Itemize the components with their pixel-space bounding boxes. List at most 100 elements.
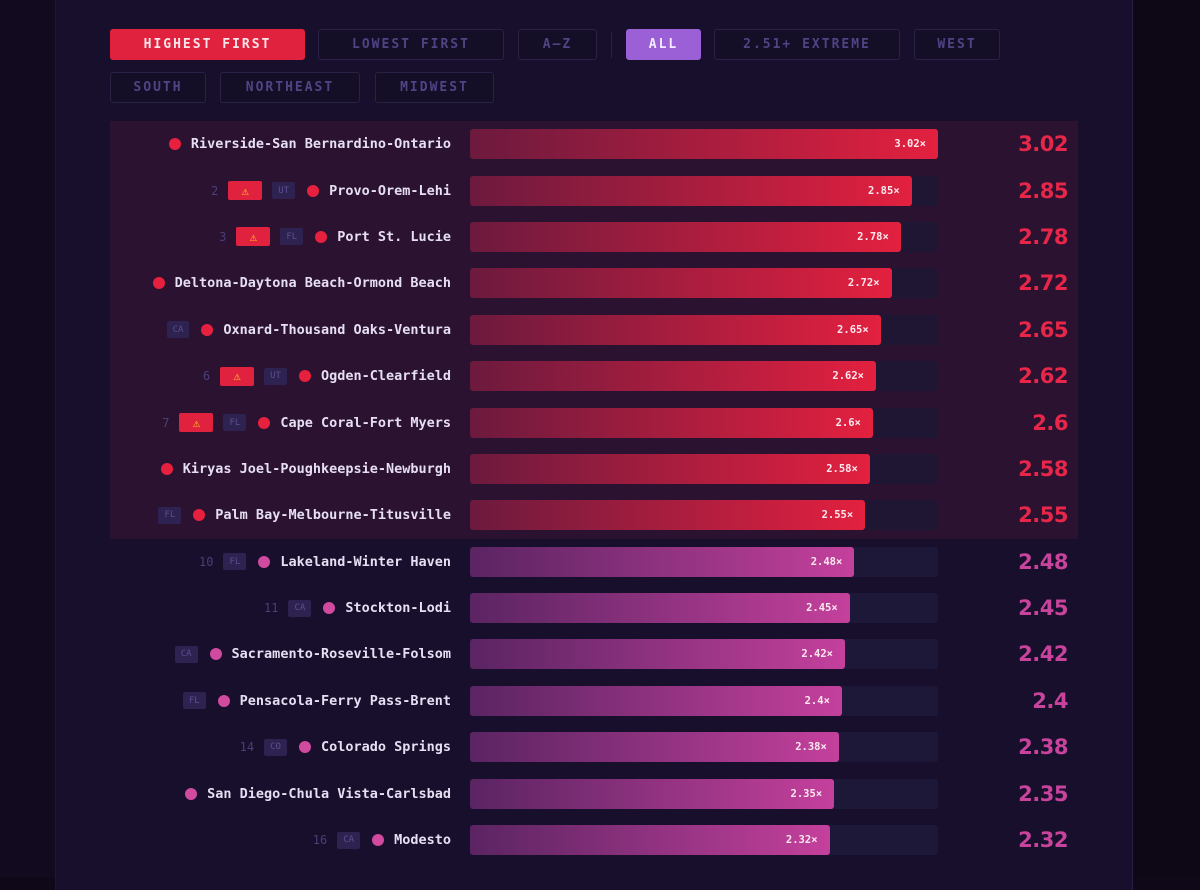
filter-south-button[interactable]: SOUTH — [110, 72, 206, 103]
metro-row[interactable]: CA Sacramento-Roseville-Folsom 2.42× 2.42 — [110, 631, 1078, 677]
bar-label: 3.02× — [894, 138, 926, 151]
bar-label: 2.58× — [826, 462, 858, 475]
sort-highest-first-button[interactable]: HIGHEST FIRST — [110, 29, 305, 60]
tier-dot-icon — [160, 462, 173, 475]
state-badge: CA — [166, 321, 190, 339]
tier-dot-icon — [217, 694, 230, 707]
page-margin — [0, 0, 55, 877]
metro-row[interactable]: FL Palm Bay-Melbourne-Titusville 2.55× 2.55 — [110, 492, 1078, 539]
sort-lowest-first-button[interactable]: LOWEST FIRST — [318, 29, 504, 60]
state-badge: CA — [288, 599, 312, 617]
metro-row[interactable]: San Diego-Chula Vista-Carlsbad 2.35× 2.35 — [110, 770, 1078, 816]
state-badge: CO — [264, 738, 287, 756]
value-text: 2.45 — [1018, 596, 1068, 621]
bar-label: 2.6× — [835, 416, 861, 429]
state-badge: FL — [182, 692, 206, 710]
state-badge: FL — [280, 228, 304, 246]
tier-dot-icon — [185, 787, 198, 800]
metro-label-cell: 2 ⚠ UT Provo-Orem-Lehi — [110, 181, 455, 201]
filter-extreme-button[interactable]: 2.51+ EXTREME — [714, 29, 900, 60]
filter-midwest-button[interactable]: MIDWEST — [375, 72, 494, 103]
metro-row[interactable]: 14 CO Colorado Springs 2.38× 2.38 — [110, 724, 1078, 770]
value-bar: 2.58× — [470, 453, 870, 484]
bar-track: 2.42× — [470, 639, 938, 670]
metro-row[interactable]: Deltona-Daytona Beach-Ormond Beach 2.72× 2… — [110, 260, 1078, 307]
metro-row[interactable]: 3 ⚠ FL Port St. Lucie 2.78× 2.78 — [110, 213, 1078, 261]
metro-ranking-list: Riverside-San Bernardino-Ontario 3.02× 3.0… — [110, 121, 1078, 863]
metro-name: Port St. Lucie — [337, 228, 451, 245]
value-bar: 3.02× — [470, 129, 938, 160]
rank-number: 11 — [264, 601, 279, 616]
sort-a-z-button[interactable]: A–Z — [518, 29, 597, 60]
value-text: 2.35 — [1018, 781, 1068, 806]
value-bar: 2.65× — [470, 314, 881, 345]
tier-dot-icon — [201, 323, 214, 336]
value-text: 2.55 — [1018, 503, 1068, 528]
state-badge: CA — [337, 831, 361, 849]
metro-label-cell: CA Sacramento-Roseville-Folsom — [110, 645, 455, 663]
state-badge: FL — [223, 553, 247, 571]
metro-name: Palm Bay-Melbourne-Titusville — [215, 507, 451, 524]
bar-track: 2.72× — [470, 268, 938, 299]
bar-track: 2.48× — [470, 546, 938, 577]
metro-row[interactable]: 10 FL Lakeland-Winter Haven 2.48× 2.48 — [110, 539, 1078, 585]
value-text: 2.58 — [1018, 456, 1068, 481]
metro-label-cell: 16 CA Modesto — [110, 831, 455, 849]
tier-dot-icon — [152, 277, 165, 290]
rank-number: 2 — [211, 183, 219, 198]
value-text: 2.65 — [1018, 317, 1068, 342]
metro-name: Kiryas Joel-Poughkeepsie-Newburgh — [182, 460, 451, 477]
bar-label: 2.32× — [785, 834, 818, 847]
tier-dot-icon — [307, 184, 320, 197]
rank-number: 16 — [312, 833, 328, 848]
metro-label-cell: 6 ⚠ UT Ogden-Clearfield — [110, 366, 455, 386]
metro-label-cell: FL Palm Bay-Melbourne-Titusville — [110, 506, 455, 524]
metro-label-cell: San Diego-Chula Vista-Carlsbad — [110, 786, 455, 802]
filter-west-button[interactable]: WEST — [914, 29, 1000, 60]
metro-row[interactable]: 16 CA Modesto 2.32× 2.32 — [110, 817, 1078, 863]
metro-row[interactable]: 7 ⚠ FL Cape Coral-Fort Myers 2.6× 2.6 — [110, 399, 1078, 446]
metro-name: Provo-Orem-Lehi — [329, 182, 451, 199]
metro-label-cell: 11 CA Stockton-Lodi — [110, 599, 455, 617]
value-bar: 2.55× — [470, 500, 866, 531]
value-text: 2.42 — [1018, 642, 1068, 667]
value-text: 2.72 — [1018, 271, 1068, 296]
value-bar: 2.35× — [470, 778, 835, 809]
bar-track: 2.55× — [470, 500, 938, 531]
metro-row[interactable]: FL Pensacola-Ferry Pass-Brent 2.4× 2.4 — [110, 678, 1078, 724]
value-bar: 2.78× — [470, 221, 901, 252]
bar-label: 2.85× — [868, 184, 900, 197]
value-text: 2.4 — [1032, 688, 1068, 713]
bar-track: 3.02× — [470, 129, 938, 160]
bar-track: 2.32× — [470, 825, 938, 856]
value-bar: 2.85× — [470, 175, 912, 206]
filter-northeast-button[interactable]: NORTHEAST — [220, 72, 360, 103]
metro-label-cell: CA Oxnard-Thousand Oaks-Ventura — [110, 321, 455, 339]
bar-label: 2.45× — [806, 602, 838, 615]
bar-track: 2.38× — [470, 732, 938, 763]
warning-icon: ⚠ — [236, 227, 271, 247]
metro-row[interactable]: CA Oxnard-Thousand Oaks-Ventura 2.65× 2.65 — [110, 306, 1078, 353]
metro-name: Riverside-San Bernardino-Ontario — [190, 136, 451, 153]
metro-row[interactable]: 6 ⚠ UT Ogden-Clearfield 2.62× 2.62 — [110, 352, 1078, 400]
value-text: 2.6 — [1032, 410, 1068, 435]
metro-label-cell: 14 CO Colorado Springs — [110, 738, 455, 756]
metro-row[interactable]: Kiryas Joel-Poughkeepsie-Newburgh 2.58× 2.… — [110, 445, 1078, 493]
bar-label: 2.55× — [821, 509, 854, 522]
tier-dot-icon — [258, 555, 271, 568]
value-text: 2.62 — [1018, 364, 1068, 389]
bar-label: 2.72× — [847, 277, 880, 290]
page-margin-right — [1134, 0, 1200, 877]
bar-track: 2.58× — [470, 453, 938, 484]
bar-track: 2.4× — [470, 685, 938, 716]
metro-name: Ogden-Clearfield — [320, 368, 451, 385]
metro-row[interactable]: Riverside-San Bernardino-Ontario 3.02× 3.0… — [110, 121, 1078, 168]
filter-all-button[interactable]: ALL — [626, 29, 701, 60]
value-text: 2.48 — [1018, 549, 1068, 574]
rank-number: 7 — [162, 415, 170, 430]
metro-label-cell: Riverside-San Bernardino-Ontario — [110, 136, 455, 152]
metro-name: Deltona-Daytona Beach-Ormond Beach — [174, 275, 451, 292]
metro-row[interactable]: 11 CA Stockton-Lodi 2.45× 2.45 — [110, 585, 1078, 631]
metro-row[interactable]: 2 ⚠ UT Provo-Orem-Lehi 2.85× 2.85 — [110, 167, 1078, 214]
bar-label: 2.48× — [810, 555, 843, 568]
